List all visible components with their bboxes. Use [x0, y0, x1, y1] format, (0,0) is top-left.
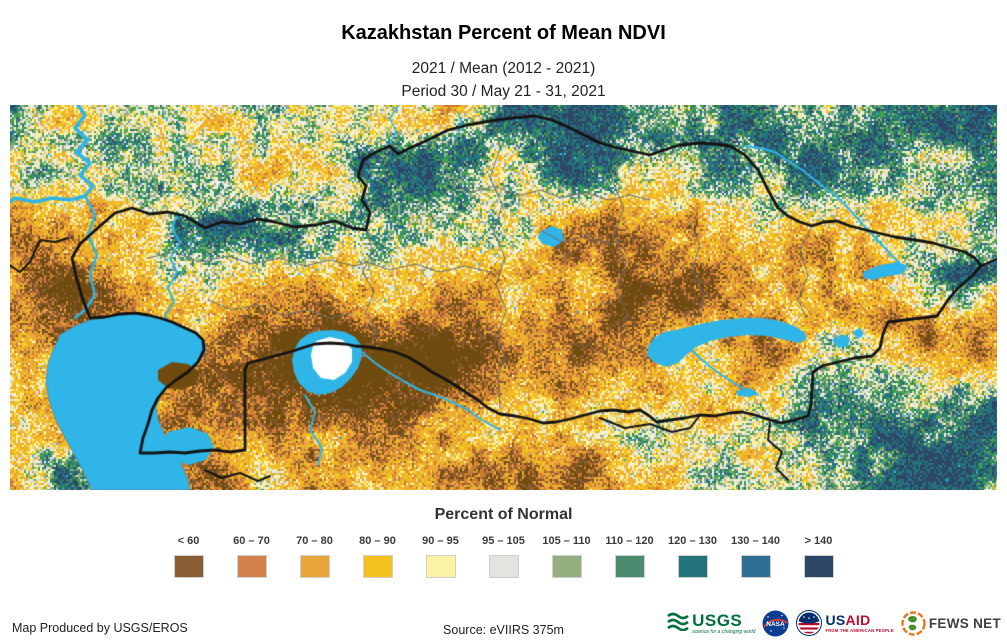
legend-color-swatch — [236, 555, 267, 578]
usgs-wave-icon — [667, 611, 689, 636]
subtitle-period: Period 30 / May 21 - 31, 2021 — [401, 83, 606, 100]
legend-color-swatch — [173, 555, 204, 578]
nasa-logo: NASA — [762, 610, 789, 637]
ndvi-raster-map — [10, 105, 997, 490]
legend-class-label: 120 – 130 — [668, 535, 717, 547]
fewsnet-globe-icon — [901, 610, 926, 636]
legend-class-label: 130 – 140 — [731, 535, 780, 547]
legend-item: < 60 — [157, 535, 220, 578]
agency-logos: USGS science for a changing world NASA — [667, 607, 1001, 639]
usgs-logo: USGS science for a changing world — [667, 611, 755, 636]
svg-text:NASA: NASA — [767, 620, 786, 627]
usgs-tagline: science for a changing world — [692, 628, 756, 635]
legend-color-swatch — [362, 555, 393, 578]
legend-color-swatch — [488, 555, 519, 578]
source-text: Source: eVIIRS 375m — [443, 623, 564, 637]
nasa-meatball-icon: NASA — [762, 610, 789, 636]
legend-color-swatch — [740, 555, 771, 578]
legend-items: < 60 60 – 70 70 – 80 80 – 90 90 – 95 95 – 105… — [0, 535, 1007, 578]
legend-item: 105 – 110 — [535, 535, 598, 578]
legend-color-swatch — [551, 555, 582, 578]
legend-color-swatch — [677, 555, 708, 578]
legend-class-label: 60 – 70 — [233, 535, 270, 547]
legend-item: 95 – 105 — [472, 535, 535, 578]
legend-class-label: 95 – 105 — [482, 535, 525, 547]
legend-color-swatch — [425, 555, 456, 578]
legend-class-label: 110 – 120 — [605, 535, 654, 547]
legend-item: > 140 — [787, 535, 850, 578]
usaid-logo: USAID FROM THE AMERICAN PEOPLE — [796, 610, 894, 636]
usaid-tagline: FROM THE AMERICAN PEOPLE — [825, 627, 894, 633]
legend-class-label: > 140 — [804, 535, 833, 547]
legend-item: 60 – 70 — [220, 535, 283, 578]
legend-item: 90 – 95 — [409, 535, 472, 578]
fewsnet-logo: FEWS NET — [901, 610, 1001, 636]
legend-item: 130 – 140 — [724, 535, 787, 578]
usaid-wordmark: USAID — [825, 612, 871, 629]
fewsnet-wordmark: FEWS NET — [928, 615, 1001, 631]
legend-color-swatch — [299, 555, 330, 578]
legend-title: Percent of Normal — [434, 506, 573, 523]
produced-by-text: Map Produced by USGS/EROS — [12, 621, 188, 635]
legend-color-swatch — [803, 555, 834, 578]
legend-item: 80 – 90 — [346, 535, 409, 578]
page-title: Kazakhstan Percent of Mean NDVI — [341, 22, 666, 44]
legend-class-label: 105 – 110 — [542, 535, 591, 547]
legend-item: 70 – 80 — [283, 535, 346, 578]
legend-color-swatch — [614, 555, 645, 578]
legend-class-label: 90 – 95 — [422, 535, 459, 547]
legend-item: 120 – 130 — [661, 535, 724, 578]
legend-class-label: 80 – 90 — [359, 535, 396, 547]
legend: Percent of Normal < 60 60 – 70 70 – 80 80 –… — [0, 506, 1007, 578]
legend-class-label: < 60 — [177, 535, 200, 547]
legend-class-label: 70 – 80 — [296, 535, 333, 547]
subtitle-year-ratio: 2021 / Mean (2012 - 2021) — [411, 60, 596, 77]
usaid-shield-icon — [796, 610, 823, 636]
usgs-wordmark: USGS — [692, 610, 743, 630]
legend-item: 110 – 120 — [598, 535, 661, 578]
